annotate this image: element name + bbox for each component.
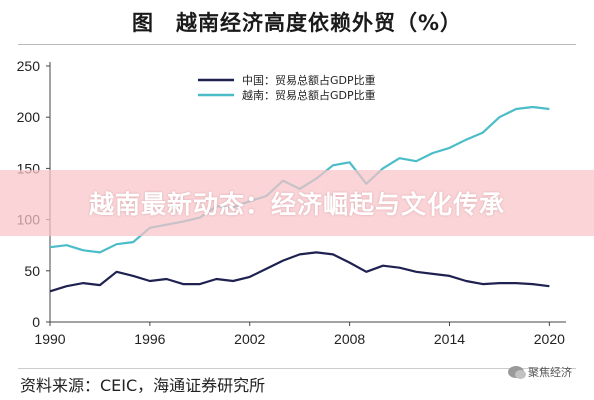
- figure-title-bar: 图 越南经济高度依赖外贸（%）: [0, 0, 594, 44]
- x-tick-label: 2014: [434, 331, 465, 347]
- legend-label-1: 中国：贸易总额占GDP比重: [242, 73, 376, 87]
- y-tick-label: 50: [24, 263, 40, 279]
- source-note: 资料来源：CEIC，海通证券研究所: [20, 376, 266, 395]
- chart-title: 越南经济高度依赖外贸（%）: [175, 11, 463, 35]
- x-tick-label: 2020: [534, 331, 565, 347]
- x-tick-label: 1996: [134, 331, 165, 347]
- x-tick-label: 1990: [34, 331, 65, 347]
- x-tick-label: 2008: [334, 331, 365, 347]
- headline-overlay-banner: 越南最新动态：经济崛起与文化传承: [0, 170, 594, 236]
- wechat-icon: [508, 366, 526, 379]
- watermark-text: 聚焦经济: [528, 366, 572, 379]
- headline-overlay-text: 越南最新动态：经济崛起与文化传承: [88, 190, 505, 219]
- x-tick-label: 2002: [234, 331, 265, 347]
- watermark: 聚焦经济: [508, 364, 572, 380]
- legend-label-2: 越南：贸易总额占GDP比重: [242, 88, 376, 102]
- source-divider: [18, 368, 576, 369]
- y-tick-label: 0: [32, 314, 40, 330]
- y-tick-label: 250: [17, 58, 41, 74]
- y-tick-label: 200: [17, 109, 41, 125]
- series-line-1: [49, 251, 550, 293]
- figure-label: 图: [131, 11, 154, 35]
- title-divider: [18, 44, 576, 45]
